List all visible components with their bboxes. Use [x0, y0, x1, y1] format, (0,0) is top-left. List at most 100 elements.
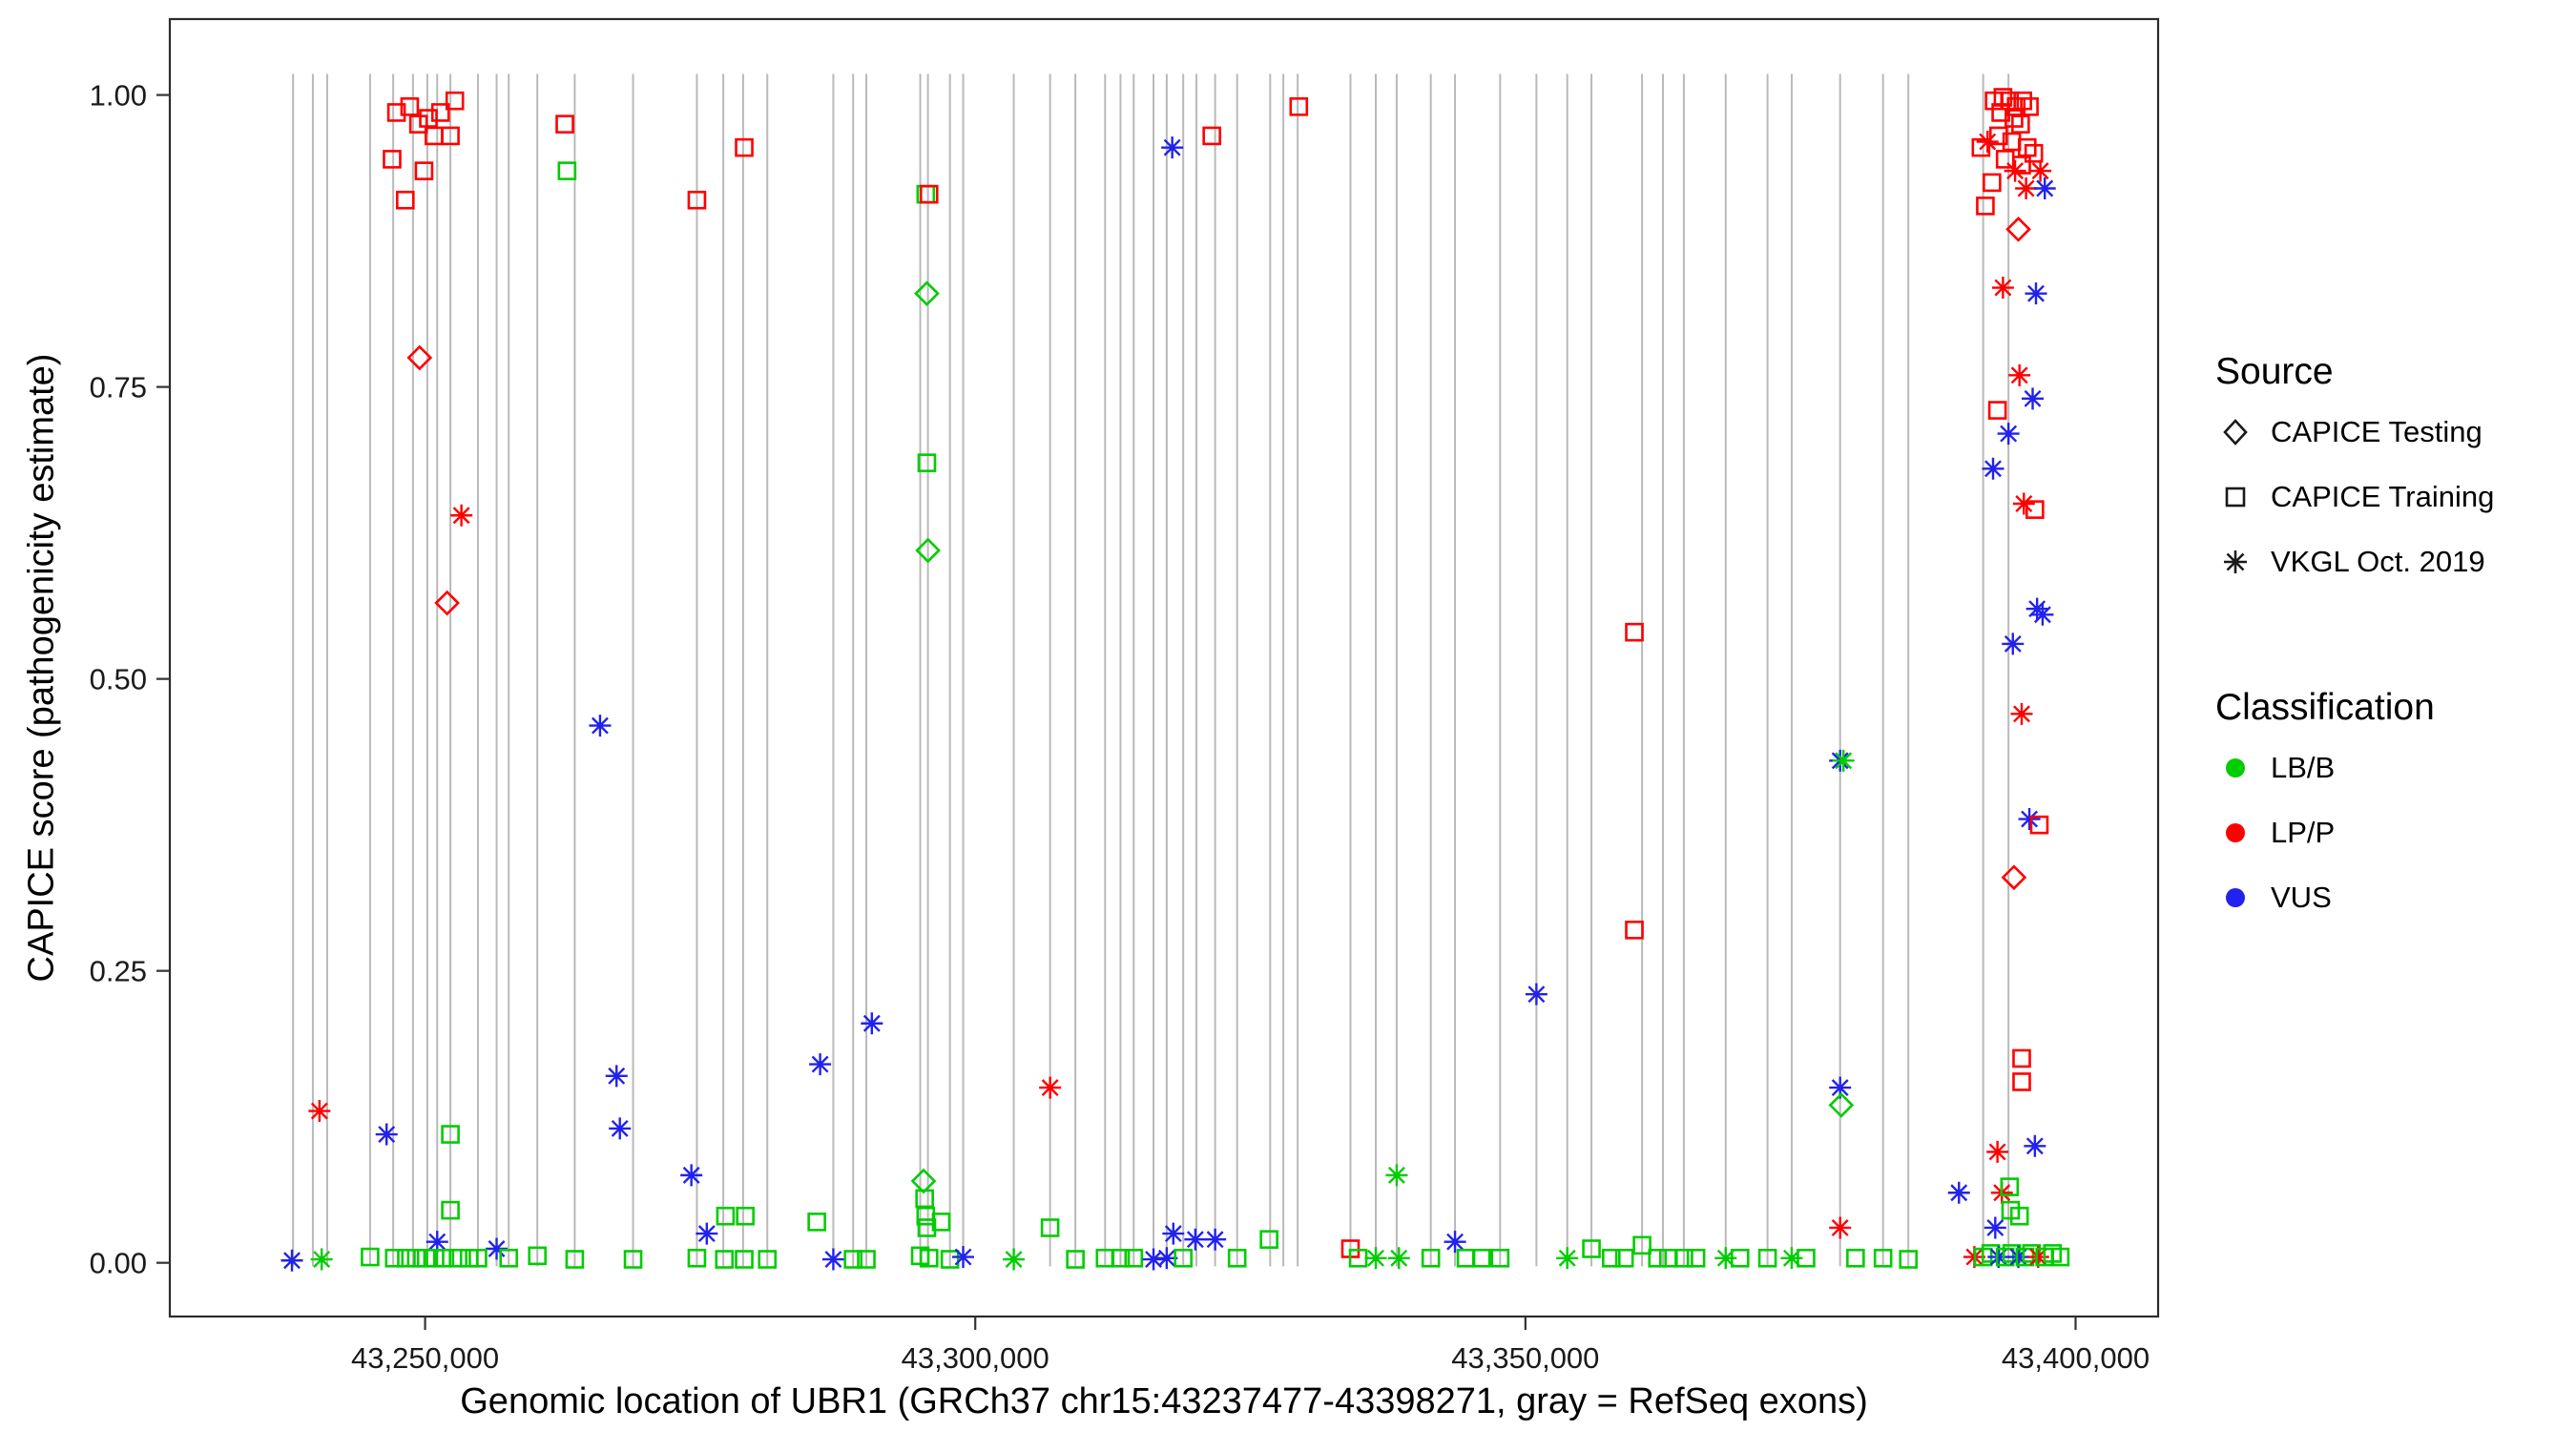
data-point: [2050, 1247, 2070, 1267]
data-point: [1066, 1250, 1085, 1269]
data-point: [1982, 457, 2005, 480]
data-point: [1471, 1248, 1491, 1268]
legend-item-label: VKGL Oct. 2019: [2271, 545, 2485, 578]
data-point: [2022, 1244, 2042, 1263]
legend-item-label: LP/P: [2271, 816, 2336, 849]
data-point: [931, 1213, 951, 1232]
data-point: [2011, 114, 2030, 134]
data-point: [716, 1206, 736, 1226]
data-point: [680, 1164, 703, 1187]
legend-item-capice-training: CAPICE Training: [2215, 477, 2570, 517]
legend-item-label: VUS: [2271, 881, 2332, 914]
data-point: [940, 1250, 960, 1269]
diamond-icon: [2223, 419, 2248, 446]
data-point: [821, 1248, 844, 1271]
data-point: [1730, 1248, 1750, 1268]
data-point: [308, 1100, 331, 1123]
data-point: [1421, 1248, 1441, 1268]
data-point: [2000, 91, 2020, 111]
data-point: [1828, 1092, 1855, 1118]
data-point: [426, 1231, 448, 1254]
data-point: [435, 1248, 455, 1268]
data-point: [2008, 363, 2031, 386]
data-point: [1797, 1248, 1816, 1268]
data-point: [919, 1248, 939, 1268]
legend-item-label: LB/B: [2271, 751, 2336, 784]
legend-item-label: CAPICE Training: [2271, 480, 2495, 513]
data-point: [952, 1246, 975, 1269]
data-point: [1142, 1248, 1165, 1271]
data-point: [919, 184, 939, 204]
data-point: [2001, 864, 2027, 891]
data-point: [310, 1248, 333, 1271]
data-point: [2022, 387, 2045, 410]
vus-dot-icon: [2226, 888, 2245, 907]
data-point: [375, 1123, 398, 1146]
data-point: [1714, 1247, 1737, 1270]
data-point: [1648, 1248, 1668, 1268]
data-point: [397, 1248, 416, 1268]
y-tick-label: 0.00: [90, 1247, 147, 1280]
data-point: [2018, 808, 2041, 831]
data-point: [1174, 1248, 1193, 1268]
lbb-dot-icon: [2226, 758, 2245, 778]
data-point: [445, 91, 465, 111]
x-tick-label: 43,350,000: [1451, 1341, 1599, 1375]
data-point: [1674, 1248, 1693, 1268]
data-point: [1385, 1164, 1408, 1187]
data-point: [434, 590, 460, 616]
data-point: [1829, 1076, 1852, 1099]
data-point: [1003, 1248, 1026, 1271]
data-point: [2012, 1072, 2031, 1091]
data-point: [1040, 1218, 1060, 1237]
data-point: [735, 1250, 754, 1269]
data-point: [915, 1189, 934, 1209]
data-point: [2024, 143, 2044, 163]
data-point: [486, 1237, 509, 1260]
data-point: [1829, 1216, 1852, 1239]
data-point: [857, 1250, 876, 1269]
data-point: [1987, 401, 2007, 420]
data-point: [2020, 97, 2039, 116]
legend-classification-title: Classification: [2215, 687, 2435, 728]
data-point: [499, 1248, 519, 1268]
y-tick-label: 1.00: [90, 79, 147, 113]
data-point: [917, 453, 937, 472]
data-point: [468, 1248, 488, 1268]
data-point: [2005, 217, 2031, 242]
data-point: [758, 1250, 778, 1269]
data-point: [917, 1218, 937, 1237]
data-point: [1202, 126, 1221, 146]
data-point: [1987, 1246, 2010, 1269]
data-point: [1632, 1235, 1652, 1255]
data-point: [861, 1012, 883, 1035]
data-point: [807, 1213, 826, 1232]
data-point: [2025, 282, 2047, 305]
data-point: [1846, 1248, 1865, 1268]
data-point: [1184, 1228, 1207, 1251]
legend-source-title: Source: [2215, 351, 2334, 392]
data-point: [2012, 492, 2035, 515]
data-point: [2010, 702, 2033, 725]
data-point: [1899, 1250, 1919, 1269]
data-point: [2012, 156, 2031, 175]
plot-panel: [170, 19, 2158, 1317]
data-point: [430, 103, 450, 122]
data-point: [1757, 1248, 1777, 1268]
data-point: [1525, 983, 1548, 1006]
data-point: [396, 190, 415, 210]
data-point: [2024, 1134, 2046, 1157]
data-point: [408, 114, 428, 134]
data-point: [1161, 136, 1184, 159]
x-tick-label: 43,300,000: [902, 1341, 1049, 1375]
data-point: [687, 1248, 707, 1268]
data-point: [1988, 126, 2008, 146]
data-point: [557, 161, 577, 180]
data-point: [1780, 1247, 1803, 1270]
data-point: [623, 1250, 643, 1269]
data-point: [565, 1250, 585, 1269]
data-point: [2031, 603, 2054, 626]
data-point: [384, 1248, 405, 1268]
data-point: [2029, 815, 2049, 835]
y-tick-label: 0.25: [90, 955, 147, 988]
